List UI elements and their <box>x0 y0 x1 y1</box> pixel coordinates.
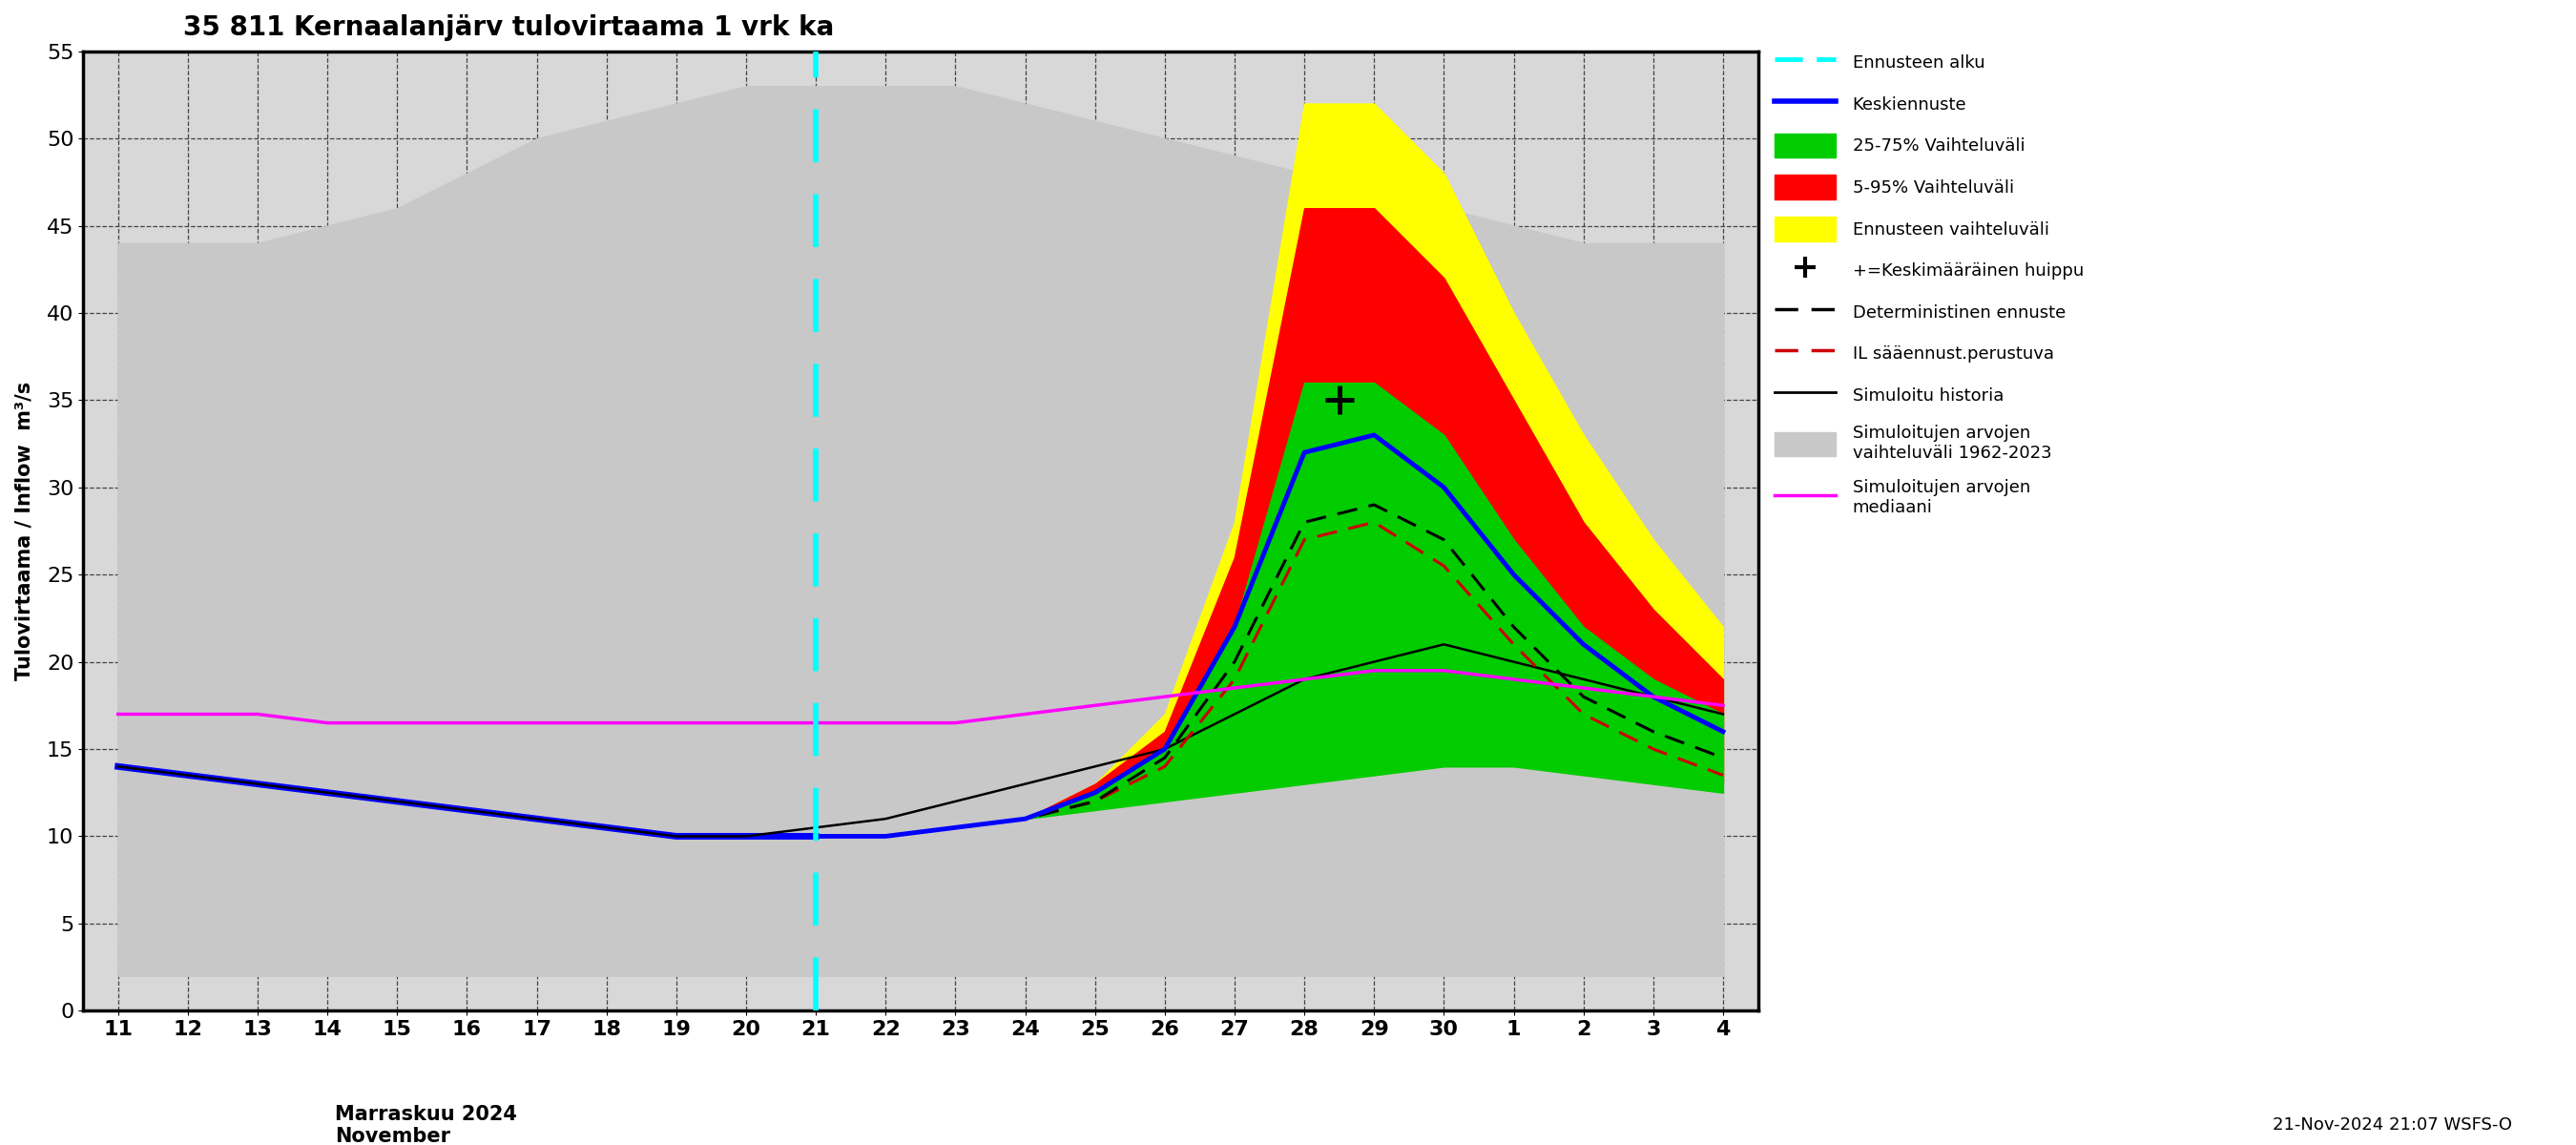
Text: 35 811 Kernaalanjärv tulovirtaama 1 vrk ka: 35 811 Kernaalanjärv tulovirtaama 1 vrk … <box>183 14 835 41</box>
Legend: Ennusteen alku, Keskiennuste, 25-75% Vaihteluväli, 5-95% Vaihteluväli, Ennusteen: Ennusteen alku, Keskiennuste, 25-75% Vai… <box>1775 50 2084 516</box>
Y-axis label: Tulovirtaama / Inflow  m³/s: Tulovirtaama / Inflow m³/s <box>15 381 33 680</box>
Text: Marraskuu 2024
November: Marraskuu 2024 November <box>335 1105 518 1145</box>
Text: 21-Nov-2024 21:07 WSFS-O: 21-Nov-2024 21:07 WSFS-O <box>2272 1116 2512 1134</box>
